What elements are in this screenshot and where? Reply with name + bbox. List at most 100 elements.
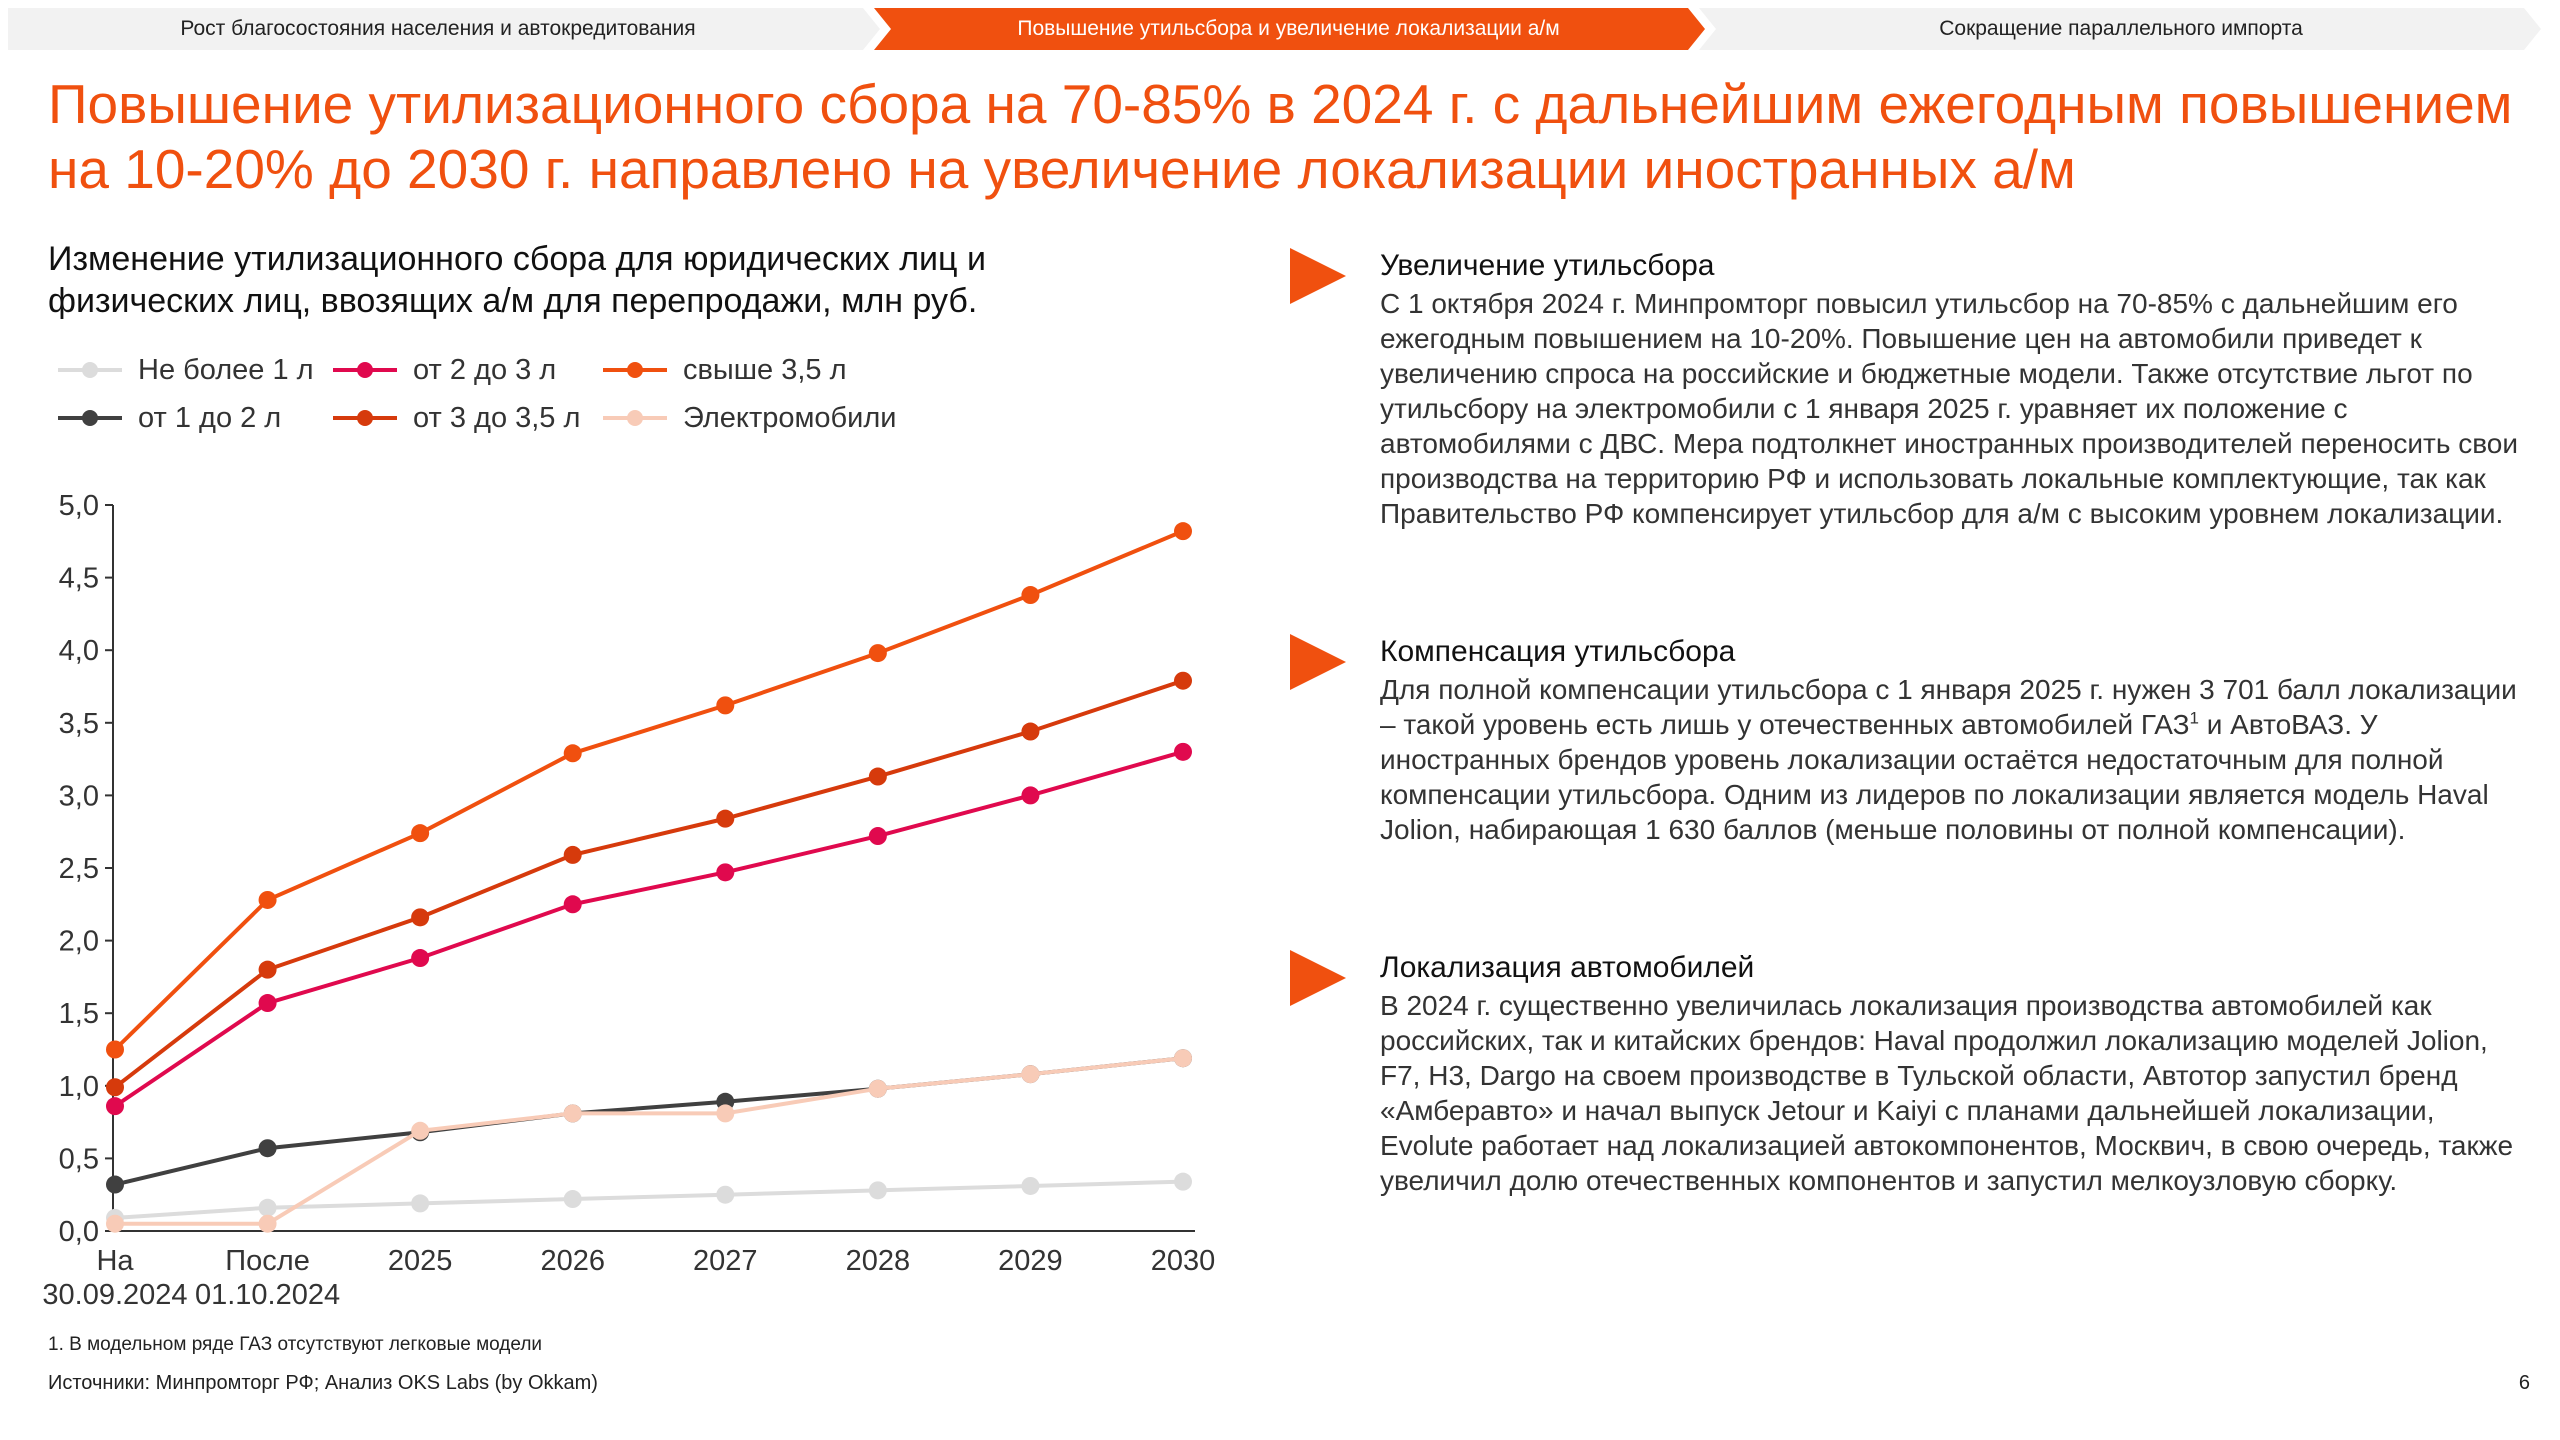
y-tick-label: 5,0 [59,490,99,522]
data-point-0-6 [1021,1176,1040,1195]
legend-label: от 1 до 2 л [138,401,282,434]
data-point-0-3 [563,1190,582,1209]
data-point-5-3 [563,1104,582,1123]
x-tick-label: После [225,1245,310,1277]
section-compensation: Компенсация утильсбора Для полной компен… [1290,634,2530,894]
triangle-arrow-icon [1290,950,1346,1006]
data-point-2-5 [868,827,887,846]
section-utilsbor-increase: Увеличение утильсбора С 1 октября 2024 г… [1290,248,2530,578]
data-point-5-6 [1021,1065,1040,1084]
top-navigation: Рост благосостояния населения и автокред… [8,8,2543,50]
section-heading: Локализация автомобилей [1380,951,1755,984]
data-point-5-5 [868,1079,887,1098]
data-point-2-2 [411,949,430,968]
data-point-2-7 [1174,742,1192,761]
nav-tab-2-shape[interactable] [874,8,1705,50]
data-point-4-5 [868,644,887,663]
y-tick-label: 3,5 [59,708,99,740]
section-text-part: Для полной компенсации утильсбора с 1 ян… [1380,674,2517,740]
sources: Источники: Минпромторг РФ; Анализ OKS La… [48,1372,598,1394]
legend-item-3-3-5l: от 3 до 3,5 л [333,398,580,438]
data-point-3-2 [411,908,430,927]
line-chart: 0,0 0,5 1,0 1,5 2,0 2,5 3,0 3,5 4,0 4,5 5,0 На30.09… [42,490,1216,1311]
data-point-3-7 [1174,671,1192,690]
y-tick-label: 2,5 [59,853,99,885]
series-line-3 [113,678,1184,1089]
y-tick-label: 0,5 [59,1143,99,1175]
chart-legend: Не более 1 л от 2 до 3 л свыше 3,5 л от … [58,350,1058,450]
y-tick-label: 4,0 [59,635,99,667]
page-number: 6 [2518,1372,2530,1394]
data-point-2-6 [1021,786,1040,805]
data-point-2-0 [106,1097,124,1116]
y-tick-label: 0,0 [59,1216,99,1248]
x-tick-label: 01.10.2024 [195,1279,340,1311]
series-line-5 [115,1056,1184,1226]
footnote: 1. В модельном ряде ГАЗ отсутствуют легк… [48,1334,543,1355]
data-point-4-2 [411,824,430,843]
chart-title: Изменение утилизационного сбора для юрид… [48,240,986,320]
legend-label: Не более 1 л [138,353,314,386]
x-tick-label: 2025 [388,1245,453,1277]
section-text-part: и АвтоВАЗ. У иностранных брендов уровень… [1380,709,2489,845]
y-tick-label: 2,0 [59,926,99,958]
legend-swatch [603,362,667,378]
data-point-3-6 [1021,722,1040,741]
nav-tab-1[interactable]: Рост благосостояния населения и автокред… [180,17,696,40]
x-tick-label: 30.09.2024 [42,1279,187,1311]
legend-item-1-2l: от 1 до 2 л [58,398,281,438]
data-point-4-3 [563,744,582,763]
legend-swatch [333,410,397,426]
data-point-0-1 [258,1198,277,1217]
legend-label: от 3 до 3,5 л [413,401,581,434]
legend-item-electric: Электромобили [603,398,896,438]
legend-item-over-3-5l: свыше 3,5 л [603,350,847,390]
section-heading: Увеличение утильсбора [1380,249,1715,282]
legend-label: от 2 до 3 л [413,353,557,386]
data-point-4-6 [1021,586,1040,605]
x-tick-label: 2030 [1151,1245,1216,1277]
triangle-arrow-icon [1290,634,1346,690]
data-point-3-4 [716,809,735,828]
data-point-2-1 [258,994,277,1013]
nav-tab-2-active[interactable]: Повышение утильсбора и увеличение локали… [1017,17,1560,40]
data-point-4-1 [258,890,277,909]
series-line-2 [113,749,1184,1108]
section-heading: Компенсация утильсбора [1380,635,1736,668]
data-point-4-7 [1174,522,1192,541]
data-point-5-2 [411,1121,430,1140]
data-point-1-0 [106,1175,124,1194]
data-point-5-7 [1174,1049,1192,1068]
legend-label: Электромобили [683,401,897,434]
data-point-5-4 [716,1104,735,1123]
legend-swatch [58,362,122,378]
data-point-1-1 [258,1139,277,1158]
legend-swatch [333,362,397,378]
nav-tab-3[interactable]: Сокращение параллельного импорта [1939,17,2303,40]
data-point-0-2 [411,1194,430,1213]
data-point-0-5 [868,1181,887,1200]
x-tick-label: 2026 [540,1245,605,1277]
section-localization: Локализация автомобилей В 2024 г. сущест… [1290,950,2530,1250]
page-title: Повышение утилизационного сбора на 70-85… [48,73,2513,200]
x-tick-label: 2028 [846,1245,911,1277]
data-point-4-4 [716,696,735,715]
series-line-4 [113,529,1184,1051]
legend-swatch [58,410,122,426]
data-point-2-3 [563,895,582,914]
legend-label: свыше 3,5 л [683,353,847,386]
nav-tab-3-shape[interactable] [1699,8,2541,50]
data-point-5-0 [106,1214,124,1233]
y-tick-label: 3,0 [59,780,99,812]
legend-swatch [603,410,667,426]
nav-tab-1-shape[interactable] [8,8,880,50]
data-point-2-4 [716,863,735,882]
data-point-0-7 [1174,1172,1192,1191]
data-point-3-0 [106,1078,124,1097]
data-point-3-3 [563,845,582,864]
data-point-3-1 [258,960,277,979]
section-text: Для полной компенсации утильсбора с 1 ян… [1380,672,2530,847]
y-tick-label: 1,5 [59,998,99,1030]
data-point-3-5 [868,767,887,786]
data-point-0-4 [716,1185,735,1204]
